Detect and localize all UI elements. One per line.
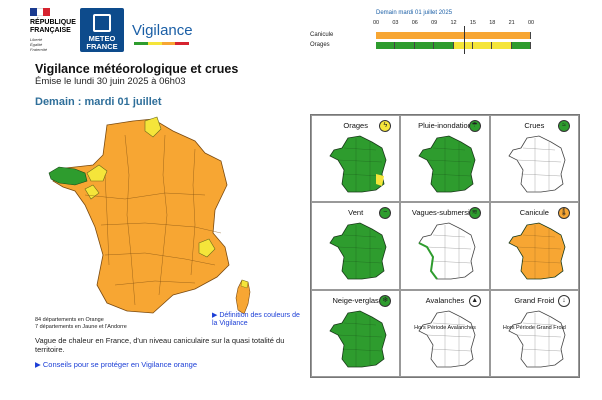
department-borders — [84, 134, 222, 306]
timeline-tick: 00 — [527, 20, 535, 26]
timeline-tick: 12 — [450, 20, 457, 26]
phenomena-grid: Orages ϟ Pluie-inondation ☂ Crues ≈ Vent ~ Vague… — [310, 114, 580, 378]
phenomenon-vent[interactable]: Vent ~ — [311, 202, 401, 290]
mini-france-map — [508, 310, 566, 368]
motto: Liberté Égalité Fraternité — [30, 37, 48, 52]
phenomenon-title: Crues — [524, 121, 545, 130]
phenomenon-note: Hors Période Grand Froid — [502, 324, 566, 331]
mini-france-map — [329, 135, 387, 193]
phenomenon-avalanches[interactable]: Avalanches ▲ Hors Période Avalanches — [400, 289, 490, 377]
timeline-row-orages — [376, 42, 531, 49]
timeline-current-time-marker — [464, 26, 465, 54]
timeline-segment-green — [434, 42, 454, 49]
rain-icon: ☂ — [468, 120, 481, 132]
phenomenon-title: Grand Froid — [514, 295, 555, 305]
link-arrow-icon: ▶ — [35, 360, 43, 369]
phenomenon-orages[interactable]: Orages ϟ — [311, 115, 401, 203]
color-definition-link[interactable]: ▶ Définition des couleurs de la Vigilanc… — [212, 312, 300, 328]
tomorrow-heading: Demain : mardi 01 juillet — [35, 96, 162, 108]
meteo-france-emblem-icon — [93, 14, 111, 32]
timeline-segment-orange — [376, 32, 531, 39]
phenomenon-pluie-inondation[interactable]: Pluie-inondation ☂ — [400, 115, 490, 203]
timeline-segment-green — [511, 42, 531, 49]
mini-france-map — [418, 310, 476, 368]
phenomenon-title: Pluie-inondation — [418, 121, 472, 130]
phenomenon-grand-froid[interactable]: Grand Froid ↓ Hors Période Grand Froid — [489, 289, 579, 377]
mini-france-map — [508, 222, 566, 280]
page-title: Vigilance météorologique et crues — [35, 62, 239, 76]
timeline-tick: 03 — [392, 20, 399, 26]
timeline-segment-yellow — [492, 42, 512, 49]
timeline-tick: 21 — [508, 20, 515, 26]
meteo-label: METEO — [88, 34, 116, 43]
mini-france-map — [329, 222, 387, 280]
france-label: FRANCE — [86, 42, 118, 51]
map-region-yellow-north — [144, 116, 162, 138]
link-arrow-icon: ▶ — [212, 312, 220, 319]
corsica-map[interactable] — [232, 278, 256, 316]
phenomenon-title: Canicule — [519, 208, 549, 218]
mountain-icon: ▲ — [468, 294, 481, 307]
french-flag-icon — [30, 8, 51, 16]
phenomenon-title: Vagues-submersion — [411, 208, 479, 218]
color-definition-link-text: Définition des couleurs de la Vigilance — [212, 312, 300, 327]
map-region-green-brittany — [48, 166, 88, 186]
thermometer-icon: 🌡 — [558, 207, 570, 220]
france-vigilance-map[interactable] — [45, 115, 260, 320]
department-counts: 84 départements en Orange 7 départements… — [35, 317, 127, 331]
mini-france-map — [418, 222, 476, 280]
mini-france-map — [508, 135, 566, 193]
mini-france-map — [418, 135, 476, 193]
vigilance-logo[interactable]: Vigilance — [132, 22, 193, 45]
timeline-segment-green — [376, 42, 396, 49]
wind-icon: ~ — [379, 207, 392, 220]
advice-link[interactable]: ▶ Conseils pour se protéger en Vigilance… — [35, 360, 197, 369]
advice-link-text: Conseils pour se protéger en Vigilance o… — [42, 360, 197, 369]
situation-description: Vague de chaleur en France, d'un niveau … — [35, 336, 285, 354]
meteo-france-logo[interactable]: METEO FRANCE — [80, 8, 124, 52]
timeline-row-label: Orages — [310, 42, 330, 48]
phenomenon-note: Hors Période Avalanches — [414, 324, 476, 331]
timeline-tick: 18 — [489, 20, 496, 26]
timeline-segment-green — [414, 42, 435, 49]
timeline-row-canicule — [376, 32, 531, 39]
vigilance-color-bar — [134, 42, 189, 45]
timeline-tick: 15 — [469, 20, 476, 26]
timeline-row-label: Canicule — [310, 32, 334, 38]
wave-icon: ≋ — [468, 207, 481, 220]
phenomenon-title: Neige-verglas — [332, 295, 379, 305]
count-orange: 84 départements en Orange — [35, 317, 104, 323]
phenomenon-vagues-submersion[interactable]: Vagues-submersion ≋ — [400, 202, 490, 290]
timeline-segment-yellow — [453, 42, 473, 49]
phenomenon-title: Orages — [343, 121, 368, 130]
timeline-segment-green — [395, 42, 415, 49]
phenomenon-canicule[interactable]: Canicule 🌡 — [489, 202, 579, 290]
republique-label: RÉPUBLIQUE FRANÇAISE — [30, 19, 76, 34]
republique-francaise-logo: RÉPUBLIQUE FRANÇAISE Liberté Égalité Fra… — [30, 8, 78, 54]
timeline-tick: 00 — [372, 20, 380, 26]
emission-date: Émise le lundi 30 juin 2025 à 06h03 — [35, 76, 186, 87]
map-region-yellow-alps — [198, 238, 216, 258]
phenomenon-title: Vent — [348, 208, 364, 218]
flood-icon: ≈ — [558, 120, 570, 132]
timeline-tick: 09 — [431, 20, 438, 26]
snowflake-icon: ❄ — [379, 294, 392, 307]
count-yellow: 7 départements en Jaune et l'Andorre — [35, 324, 127, 330]
mini-france-map — [329, 310, 387, 368]
timeline-title: Demain mardi 01 juillet 2025 — [376, 10, 453, 16]
cold-thermometer-icon: ↓ — [558, 294, 570, 307]
map-region-orange — [52, 118, 230, 314]
phenomenon-title: Avalanches — [425, 295, 465, 305]
lightning-icon: ϟ — [379, 120, 392, 132]
timeline-tick: 06 — [411, 20, 418, 26]
vigilance-logo-text: Vigilance — [132, 22, 193, 39]
timeline: Demain mardi 01 juillet 2025 00 03 06 09 12 1… — [310, 6, 534, 54]
phenomenon-crues[interactable]: Crues ≈ — [489, 115, 579, 203]
timeline-segment-yellow — [472, 42, 493, 49]
map-region-yellow-west — [84, 184, 100, 200]
phenomenon-neige-verglas[interactable]: Neige-verglas ❄ — [311, 289, 401, 377]
